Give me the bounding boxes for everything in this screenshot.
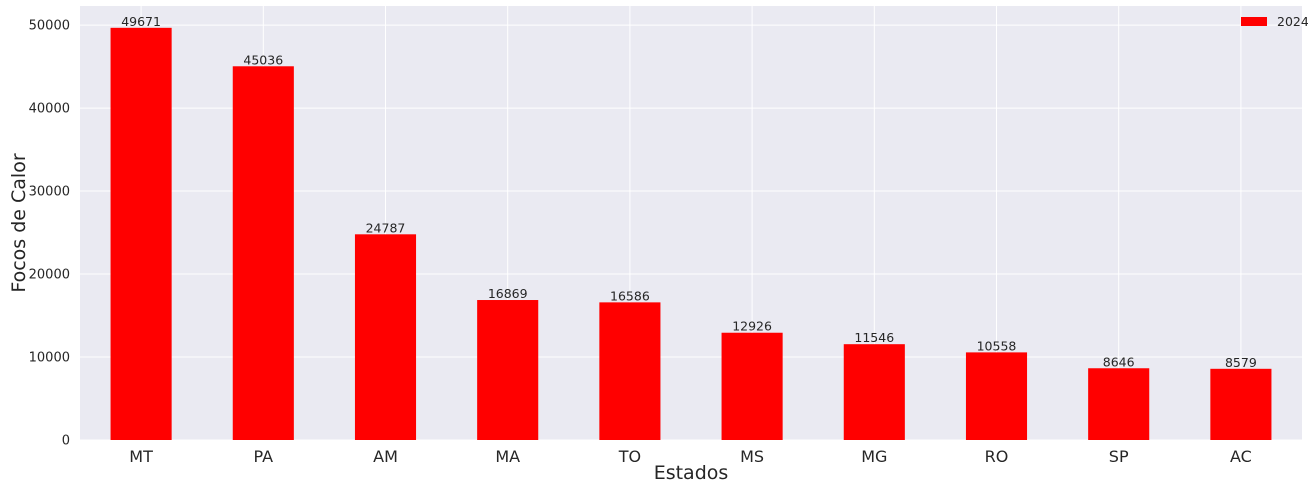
y-tick-label: 0 xyxy=(62,434,70,449)
x-tick-label: MS xyxy=(740,447,764,466)
value-labels: 49671 45036 24787 16869 16586 12926 11546 10558… xyxy=(121,14,1257,370)
bar-value-label: 45036 xyxy=(243,52,283,67)
y-tick-label: 10000 xyxy=(29,351,70,366)
bar-value-label: 24787 xyxy=(366,220,406,235)
bar xyxy=(721,332,783,440)
x-axis-label: Estados xyxy=(654,462,729,484)
x-tick-label: TO xyxy=(618,447,641,466)
y-tick-label: 40000 xyxy=(29,102,70,117)
bar-value-label: 10558 xyxy=(977,338,1017,353)
x-tick-label: MA xyxy=(495,447,520,466)
bar-value-label: 16586 xyxy=(610,288,650,303)
bar xyxy=(110,27,172,441)
bar xyxy=(354,234,417,440)
bars xyxy=(110,27,1272,441)
x-tick-label: PA xyxy=(254,447,274,466)
bar xyxy=(477,300,539,440)
bar xyxy=(1088,368,1150,440)
y-tick-label: 30000 xyxy=(29,185,70,200)
bar xyxy=(232,66,294,441)
bar-value-label: 8646 xyxy=(1103,354,1135,369)
bar xyxy=(965,352,1028,440)
y-axis-label: Focos de Calor xyxy=(8,153,30,292)
legend-label: 2024 xyxy=(1277,14,1308,29)
bar xyxy=(843,344,905,440)
bar-value-label: 8579 xyxy=(1225,355,1257,370)
x-tick-label: SP xyxy=(1109,447,1129,466)
x-tick-label: MT xyxy=(129,447,153,466)
x-tick-label: AC xyxy=(1230,447,1252,466)
y-tick-label: 50000 xyxy=(29,19,70,34)
bar-value-label: 16869 xyxy=(488,286,528,301)
x-tick-label: AM xyxy=(373,447,398,466)
x-axis-ticks: MT PA AM MA TO MS MG RO SP AC xyxy=(129,447,1252,466)
bar-value-label: 49671 xyxy=(121,14,161,29)
bar-value-label: 12926 xyxy=(732,319,772,334)
y-axis-ticks: 0 10000 20000 30000 40000 50000 xyxy=(29,19,70,449)
bar xyxy=(1210,368,1272,440)
legend: 2024 xyxy=(1241,14,1308,29)
bar-value-label: 11546 xyxy=(854,330,894,345)
x-tick-label: RO xyxy=(985,447,1009,466)
x-tick-label: MG xyxy=(861,447,887,466)
y-tick-label: 20000 xyxy=(29,268,70,283)
bar xyxy=(599,302,661,440)
legend-swatch xyxy=(1241,17,1267,26)
